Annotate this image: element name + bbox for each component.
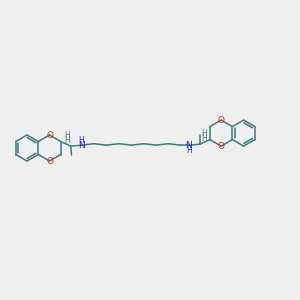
- Text: O: O: [46, 130, 53, 140]
- Text: O: O: [46, 157, 53, 166]
- Text: H: H: [201, 129, 207, 138]
- Text: H: H: [64, 136, 70, 145]
- Text: N: N: [186, 141, 192, 150]
- Text: N: N: [78, 141, 85, 150]
- Text: H: H: [78, 136, 84, 145]
- Text: H: H: [201, 134, 207, 143]
- Text: O: O: [218, 142, 225, 151]
- Text: H: H: [186, 146, 192, 155]
- Text: O: O: [218, 116, 225, 124]
- Text: H: H: [64, 130, 70, 140]
